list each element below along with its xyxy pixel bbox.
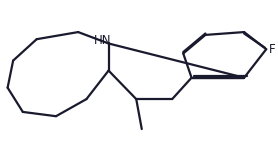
Text: HN: HN	[94, 34, 111, 47]
Text: F: F	[269, 43, 275, 56]
